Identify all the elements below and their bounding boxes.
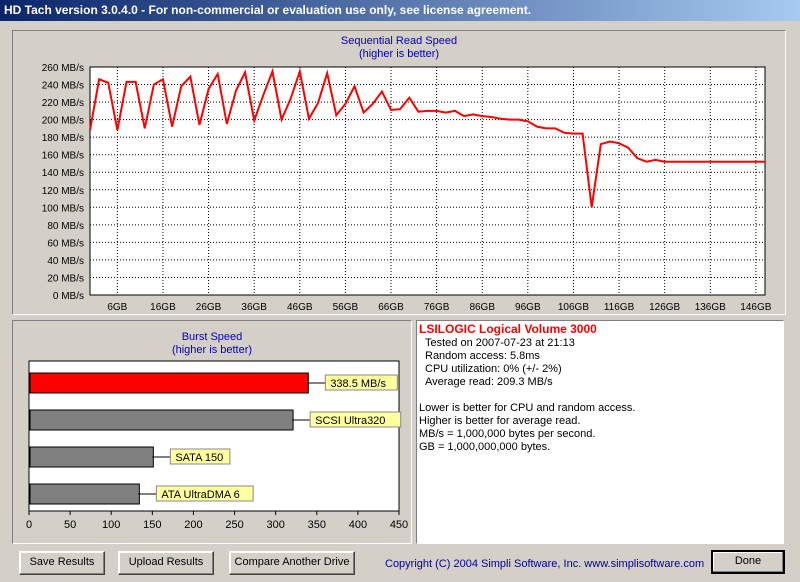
burst-bar-label: SCSI Ultra320	[315, 415, 385, 427]
note-higher: Higher is better for average read.	[419, 415, 581, 427]
burst-x-tick-label: 200	[184, 519, 202, 531]
burst-bar-reference	[29, 446, 154, 468]
burst-x-tick-label: 300	[266, 519, 284, 531]
tested-on: Tested on 2007-07-23 at 21:13	[425, 337, 575, 349]
seq-y-tick-label: 20 MB/s	[47, 273, 84, 284]
seq-x-tick-label: 66GB	[378, 302, 404, 313]
seq-y-tick-label: 120 MB/s	[42, 186, 84, 197]
seq-x-tick-label: 16GB	[150, 302, 176, 313]
seq-x-tick-label: 56GB	[333, 302, 359, 313]
burst-x-tick-label: 0	[26, 519, 32, 531]
seq-chart-panel: Sequential Read Speed (higher is better)…	[12, 30, 786, 315]
seq-x-tick-label: 96GB	[515, 302, 541, 313]
burst-bar-reference	[29, 409, 294, 431]
average-read: Average read: 209.3 MB/s	[425, 376, 553, 388]
burst-bar-label: SATA 150	[175, 452, 223, 464]
seq-y-tick-label: 140 MB/s	[42, 168, 84, 179]
seq-x-tick-label: 6GB	[107, 302, 127, 313]
burst-x-tick-label: 50	[64, 519, 76, 531]
seq-x-tick-label: 76GB	[424, 302, 450, 313]
copyright-text: Copyright (C) 2004 Simpli Software, Inc.…	[385, 558, 705, 570]
burst-x-tick-label: 400	[349, 519, 367, 531]
cpu-utilization: CPU utilization: 0% (+/- 2%)	[425, 363, 562, 375]
seq-x-tick-label: 86GB	[469, 302, 495, 313]
seq-x-tick-label: 126GB	[649, 302, 680, 313]
random-access: Random access: 5.8ms	[425, 350, 540, 362]
burst-chart-subtitle: (higher is better)	[171, 344, 253, 356]
burst-label-box	[169, 448, 231, 465]
results-info-panel: LSILOGIC Logical Volume 3000 Tested on 2…	[416, 320, 784, 544]
seq-x-tick-label: 36GB	[241, 302, 267, 313]
burst-x-tick-label: 150	[143, 519, 161, 531]
note-mbs: MB/s = 1,000,000 bytes per second.	[419, 428, 596, 440]
burst-x-tick-label: 350	[308, 519, 326, 531]
upload-results-button[interactable]: Upload Results	[118, 551, 214, 575]
seq-y-tick-label: 0 MB/s	[53, 291, 84, 302]
seq-y-tick-label: 160 MB/s	[42, 151, 84, 162]
seq-y-tick-label: 60 MB/s	[47, 238, 84, 249]
save-results-button[interactable]: Save Results	[19, 551, 105, 575]
burst-label-box	[324, 374, 398, 391]
done-button[interactable]: Done	[711, 550, 785, 574]
burst-bar-label: ATA UltraDMA 6	[161, 489, 239, 501]
seq-x-tick-label: 116GB	[604, 302, 635, 313]
burst-label-box	[309, 411, 402, 428]
seq-x-tick-label: 106GB	[558, 302, 589, 313]
seq-x-tick-label: 146GB	[740, 302, 771, 313]
burst-bar-label: 338.5 MB/s	[330, 378, 386, 390]
note-gb: GB = 1,000,000,000 bytes.	[419, 441, 551, 453]
note-lower: Lower is better for CPU and random acces…	[419, 402, 636, 414]
seq-y-tick-label: 220 MB/s	[42, 98, 84, 109]
seq-y-tick-label: 180 MB/s	[42, 133, 84, 144]
seq-y-tick-label: 100 MB/s	[42, 203, 84, 214]
seq-y-tick-label: 40 MB/s	[47, 256, 84, 267]
burst-label-box	[155, 485, 254, 502]
seq-x-tick-label: 136GB	[695, 302, 726, 313]
seq-x-tick-label: 26GB	[196, 302, 222, 313]
seq-chart-title: Sequential Read Speed	[340, 35, 458, 47]
burst-bar-reference	[29, 483, 140, 505]
seq-read-line	[89, 67, 765, 208]
seq-x-tick-label: 46GB	[287, 302, 313, 313]
burst-x-tick-label: 100	[102, 519, 120, 531]
burst-chart-plot: 338.5 MB/s SCSI Ultra320 SATA 150 ATA Ultra…	[26, 360, 408, 531]
burst-bar-tested	[29, 372, 309, 394]
burst-chart-panel: Burst Speed (higher is better) 338.5 MB/…	[12, 320, 412, 544]
burst-x-tick-label: 250	[225, 519, 243, 531]
burst-x-tick-label: 450	[390, 519, 408, 531]
seq-chart-subtitle: (higher is better)	[358, 48, 440, 60]
seq-y-tick-label: 240 MB/s	[42, 81, 84, 92]
seq-plot-area	[89, 66, 766, 296]
burst-chart-title: Burst Speed	[181, 331, 243, 343]
seq-y-tick-label: 260 MB/s	[42, 63, 84, 74]
seq-y-tick-label: 80 MB/s	[47, 221, 84, 232]
window-title: HD Tach version 3.0.4.0 - For non-commer…	[0, 0, 800, 21]
seq-chart-plot: 0 MB/s 20 MB/s 40 MB/s 60 MB/s 80 MB/s 100 MB…	[42, 63, 772, 313]
drive-name: LSILOGIC Logical Volume 3000	[419, 322, 597, 336]
seq-y-tick-label: 200 MB/s	[42, 116, 84, 127]
compare-drive-button[interactable]: Compare Another Drive	[229, 551, 355, 575]
